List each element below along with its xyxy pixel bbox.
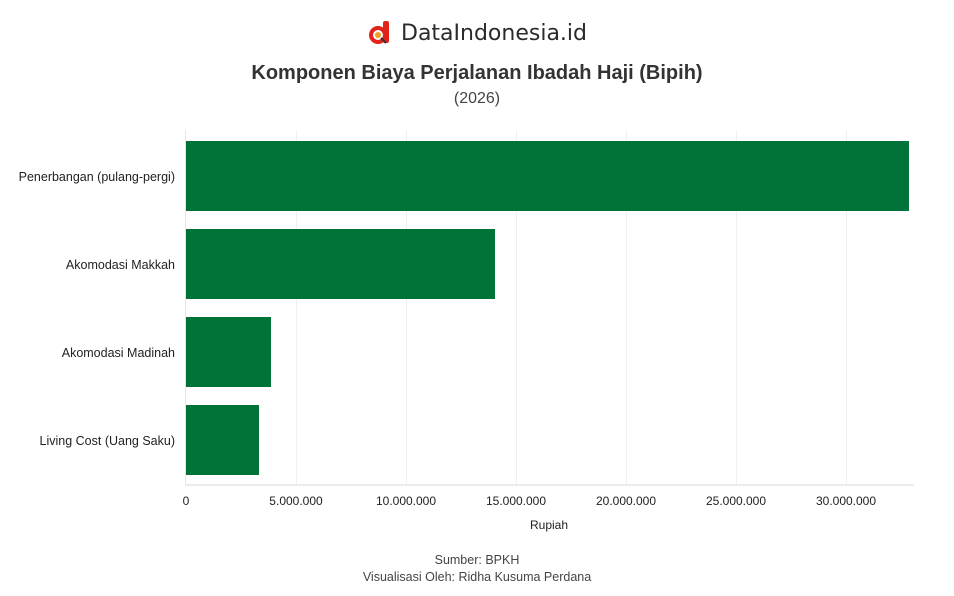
x-tick: 5.000.000 <box>269 494 323 508</box>
bar-living-cost[interactable] <box>186 405 259 475</box>
gridline <box>296 130 297 484</box>
gridline <box>516 130 517 484</box>
x-tick: 10.000.000 <box>375 494 437 508</box>
bar-penerbangan[interactable] <box>186 141 909 211</box>
footer: Sumber: BPKH Visualisasi Oleh: Ridha Kus… <box>0 552 954 586</box>
chart-title: Komponen Biaya Perjalanan Ibadah Haji (B… <box>251 62 703 84</box>
gridline <box>846 130 847 484</box>
y-label: Akomodasi Makkah <box>65 258 175 272</box>
x-tick: 20.000.000 <box>595 494 657 508</box>
x-tick: 30.000.000 <box>815 494 877 508</box>
x-tick: 25.000.000 <box>705 494 767 508</box>
chart-subtitle: (2026) <box>453 90 501 107</box>
x-axis-title: Rupiah <box>529 518 569 532</box>
brand-name: DataIndonesia.id <box>401 20 587 46</box>
credit-note: Visualisasi Oleh: Ridha Kusuma Perdana <box>362 570 592 584</box>
bar-akomodasi-makkah[interactable] <box>186 229 495 299</box>
gridline <box>736 130 737 484</box>
y-label: Living Cost (Uang Saku) <box>39 434 175 448</box>
y-label: Penerbangan (pulang-pergi) <box>18 170 175 184</box>
y-label: Akomodasi Madinah <box>61 346 175 360</box>
gridline <box>626 130 627 484</box>
x-tick: 15.000.000 <box>485 494 547 508</box>
source-note: Sumber: BPKH <box>434 553 520 567</box>
plot-area <box>185 130 914 486</box>
bar-akomodasi-madinah[interactable] <box>186 317 271 387</box>
dataindonesia-logo-icon <box>369 21 389 44</box>
x-tick: 0 <box>182 494 190 508</box>
brand-logo: DataIndonesia.id <box>0 20 954 51</box>
gridline <box>406 130 407 484</box>
